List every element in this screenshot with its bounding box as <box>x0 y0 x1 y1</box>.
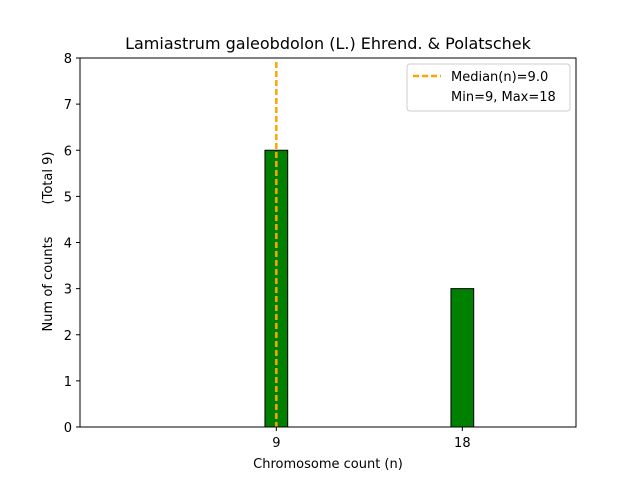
plot-frame <box>79 57 577 428</box>
x-axis: 9 18 <box>272 427 471 451</box>
y-tick-label-4: 4 <box>64 237 72 252</box>
legend-entry-median: Median(n)=9.0 <box>451 70 548 85</box>
y-tick-label-6: 6 <box>64 144 72 159</box>
legend-box <box>406 63 571 112</box>
chart-title: Lamiastrum galeobdolon (L.) Ehrend. & Po… <box>125 34 532 53</box>
x-tick-label-18: 18 <box>454 436 471 451</box>
y-tick-label-7: 7 <box>64 98 72 113</box>
y-axis-label-total: (Total 9) <box>41 152 56 205</box>
y-tick-label-0: 0 <box>64 421 72 436</box>
legend-entry-range: Min=9, Max=18 <box>451 90 556 105</box>
y-tick-label-8: 8 <box>64 52 72 67</box>
y-tick-label-5: 5 <box>64 190 72 205</box>
x-axis-label: Chromosome count (n) <box>253 457 403 472</box>
x-tick-label-9: 9 <box>272 436 280 451</box>
y-axis: 0 1 2 3 4 5 6 7 8 <box>64 52 80 436</box>
y-tick-label-3: 3 <box>64 283 72 298</box>
plot-area <box>264 62 475 428</box>
y-tick-label-1: 1 <box>64 375 72 390</box>
y-tick-label-2: 2 <box>64 329 72 344</box>
y-axis-label: Num of counts <box>41 236 56 331</box>
bar-18 <box>450 288 475 428</box>
legend: Median(n)=9.0 Min=9, Max=18 <box>406 63 571 112</box>
